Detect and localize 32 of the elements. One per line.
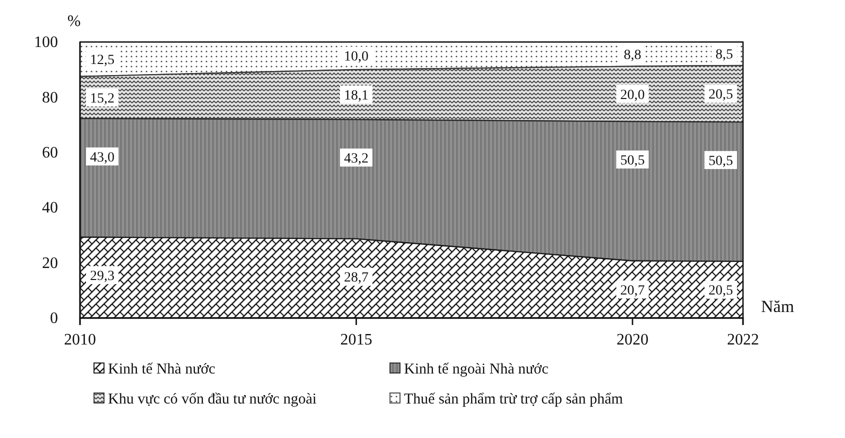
data-label: 43,0 — [90, 150, 114, 166]
y-tick-label: 60 — [42, 144, 58, 162]
data-label: 29,3 — [90, 269, 114, 284]
data-label: 20,0 — [620, 88, 645, 103]
data-label: 15,2 — [90, 91, 114, 106]
legend-label: Kinh tế ngoài Nhà nước — [404, 361, 549, 378]
x-tick-label: 2015 — [340, 331, 372, 348]
data-label: 50,5 — [708, 154, 733, 169]
y-tick-label: 0 — [50, 310, 58, 328]
y-tick-label: 100 — [34, 34, 58, 52]
x-tick-label: 2010 — [64, 331, 96, 348]
y-tick-label: 20 — [42, 254, 58, 272]
legend-label: Kinh tế Nhà nước — [108, 361, 216, 378]
data-label: 50,5 — [620, 153, 645, 168]
data-label: 20,7 — [620, 283, 645, 298]
x-axis-title: Năm — [761, 297, 794, 316]
data-label: 43,2 — [344, 151, 368, 166]
legend-label: Khu vực có vốn đầu tư nước ngoài — [108, 391, 317, 408]
y-tick-label: 80 — [42, 89, 58, 106]
data-label: 8,5 — [716, 48, 733, 63]
data-label: 18,1 — [344, 88, 368, 104]
data-label: 10,0 — [344, 50, 368, 65]
data-label: 12,5 — [90, 53, 114, 68]
data-label: 20,5 — [708, 284, 733, 299]
data-label: 8,8 — [624, 48, 642, 64]
y-axis-title: % — [67, 13, 81, 30]
data-label: 28,7 — [344, 270, 368, 286]
x-tick-label: 2020 — [616, 331, 648, 348]
data-label: 20,5 — [708, 88, 733, 103]
x-tick-label: 2022 — [727, 331, 759, 348]
legend-label: Thuế sản phẩm trừ trợ cấp sản phẩm — [404, 391, 624, 408]
y-tick-label: 40 — [42, 200, 58, 217]
